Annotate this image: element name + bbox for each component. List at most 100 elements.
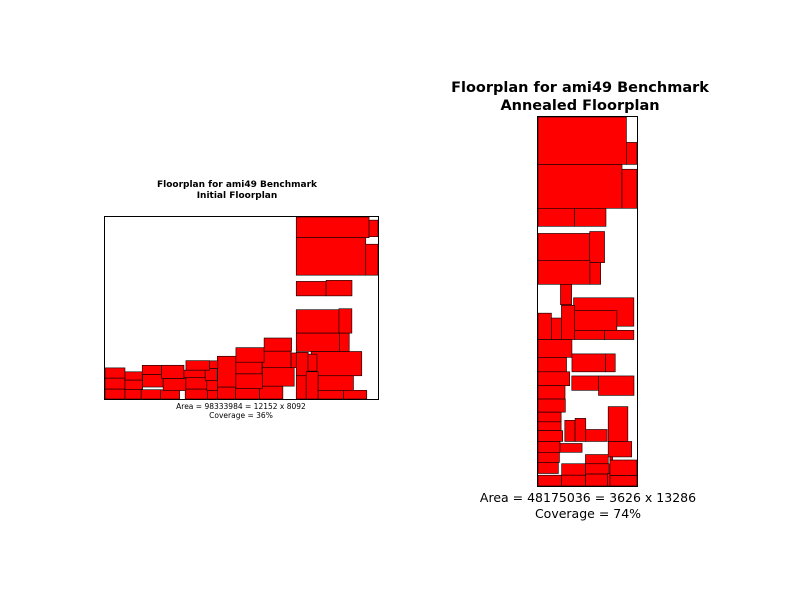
initial-block-35 [141, 364, 162, 375]
initial-block-44 [235, 361, 263, 375]
annealed-block-43 [609, 459, 638, 476]
annealed-block-8 [537, 260, 591, 285]
initial-block-28 [124, 379, 143, 390]
initial-blocks-layer [104, 216, 379, 400]
initial-block-33 [104, 367, 126, 379]
initial-block-2 [295, 237, 367, 276]
annealed-area-caption: Area = 48175036 = 3626 x 13286 [480, 490, 696, 505]
initial-block-1 [368, 219, 379, 237]
annealed-block-22 [537, 371, 570, 387]
annealed-block-13 [551, 317, 562, 340]
initial-block-0 [295, 216, 370, 239]
initial-block-27 [104, 377, 126, 390]
initial-block-14 [307, 353, 318, 372]
initial-block-29 [142, 374, 164, 388]
annealed-block-10 [560, 284, 572, 306]
initial-block-37 [183, 369, 206, 378]
annealed-block-28 [537, 421, 562, 431]
initial-block-41 [262, 367, 295, 387]
initial-title-line2: Initial Floorplan [197, 191, 278, 201]
annealed-block-33 [607, 406, 629, 442]
initial-block-30 [162, 378, 187, 391]
annealed-block-36 [607, 441, 633, 458]
initial-block-21 [160, 389, 180, 400]
annealed-block-45 [537, 474, 562, 487]
annealed-block-7 [589, 231, 605, 263]
annealed-block-34 [537, 441, 561, 453]
initial-block-32 [206, 380, 218, 391]
initial-title-line1: Floorplan for ami49 Benchmark [157, 180, 318, 190]
initial-block-7 [338, 308, 353, 334]
initial-block-15 [317, 375, 354, 391]
initial-block-12 [295, 375, 307, 400]
annealed-block-14 [561, 304, 576, 340]
initial-block-43 [209, 360, 219, 369]
annealed-block-26 [537, 398, 566, 413]
initial-coverage-caption: Coverage = 36% [209, 411, 273, 420]
annealed-block-16 [574, 330, 605, 340]
annealed-block-44 [561, 463, 586, 476]
initial-block-36 [161, 364, 185, 379]
annealed-block-35 [559, 443, 583, 453]
initial-block-8 [295, 332, 340, 352]
initial-block-17 [343, 390, 368, 400]
annealed-block-46 [561, 474, 586, 487]
initial-block-31 [185, 377, 208, 390]
annealed-block-1 [626, 142, 638, 165]
annealed-block-21 [605, 353, 616, 373]
annealed-block-12 [537, 312, 552, 340]
annealed-block-42 [609, 475, 638, 487]
initial-block-47 [235, 347, 265, 363]
initial-block-45 [262, 350, 292, 369]
annealed-block-37 [537, 452, 560, 463]
initial-block-39 [217, 355, 237, 388]
annealed-block-5 [574, 207, 607, 227]
initial-block-48 [263, 337, 292, 352]
initial-block-5 [325, 280, 353, 297]
annealed-block-3 [621, 168, 638, 209]
annealed-block-20 [571, 353, 606, 373]
initial-block-4 [295, 281, 327, 297]
initial-block-26 [259, 385, 284, 400]
initial-block-46 [290, 352, 297, 369]
initial-block-13 [305, 371, 319, 400]
annealed-plot-frame [537, 116, 638, 487]
annealed-block-6 [537, 233, 591, 261]
initial-block-19 [124, 388, 142, 400]
annealed-block-24 [571, 375, 599, 391]
annealed-block-0 [537, 116, 627, 165]
annealed-block-31 [574, 418, 587, 442]
initial-block-34 [124, 371, 143, 381]
initial-block-6 [295, 309, 340, 334]
initial-block-42 [185, 360, 210, 371]
annealed-block-19 [537, 357, 567, 373]
annealed-title-line2: Annealed Floorplan [500, 98, 659, 114]
annealed-block-27 [537, 411, 562, 423]
annealed-block-9 [589, 262, 601, 285]
annealed-block-48 [609, 456, 613, 461]
annealed-floorplan-panel: Floorplan for ami49 Benchmark Annealed F… [451, 80, 709, 521]
initial-block-9 [339, 332, 350, 352]
annealed-block-18 [537, 339, 573, 358]
annealed-block-2 [537, 164, 623, 209]
initial-block-18 [104, 388, 126, 400]
initial-block-22 [184, 388, 208, 400]
annealed-title-line1: Floorplan for ami49 Benchmark [451, 80, 709, 96]
annealed-block-25 [598, 375, 635, 396]
annealed-block-29 [537, 430, 563, 442]
initial-floorplan-panel: Floorplan for ami49 Benchmark Initial Fl… [104, 180, 379, 420]
annealed-block-40 [585, 463, 610, 475]
initial-block-24 [217, 386, 236, 400]
initial-block-25 [235, 388, 260, 400]
initial-block-23 [207, 390, 218, 400]
initial-block-20 [140, 389, 161, 400]
annealed-block-23 [537, 385, 566, 400]
initial-block-16 [317, 390, 344, 400]
initial-area-caption: Area = 98333984 = 12152 x 8092 [176, 402, 306, 411]
initial-block-10 [310, 351, 363, 377]
annealed-block-30 [564, 420, 576, 442]
initial-block-3 [365, 243, 379, 276]
annealed-block-32 [585, 429, 608, 442]
